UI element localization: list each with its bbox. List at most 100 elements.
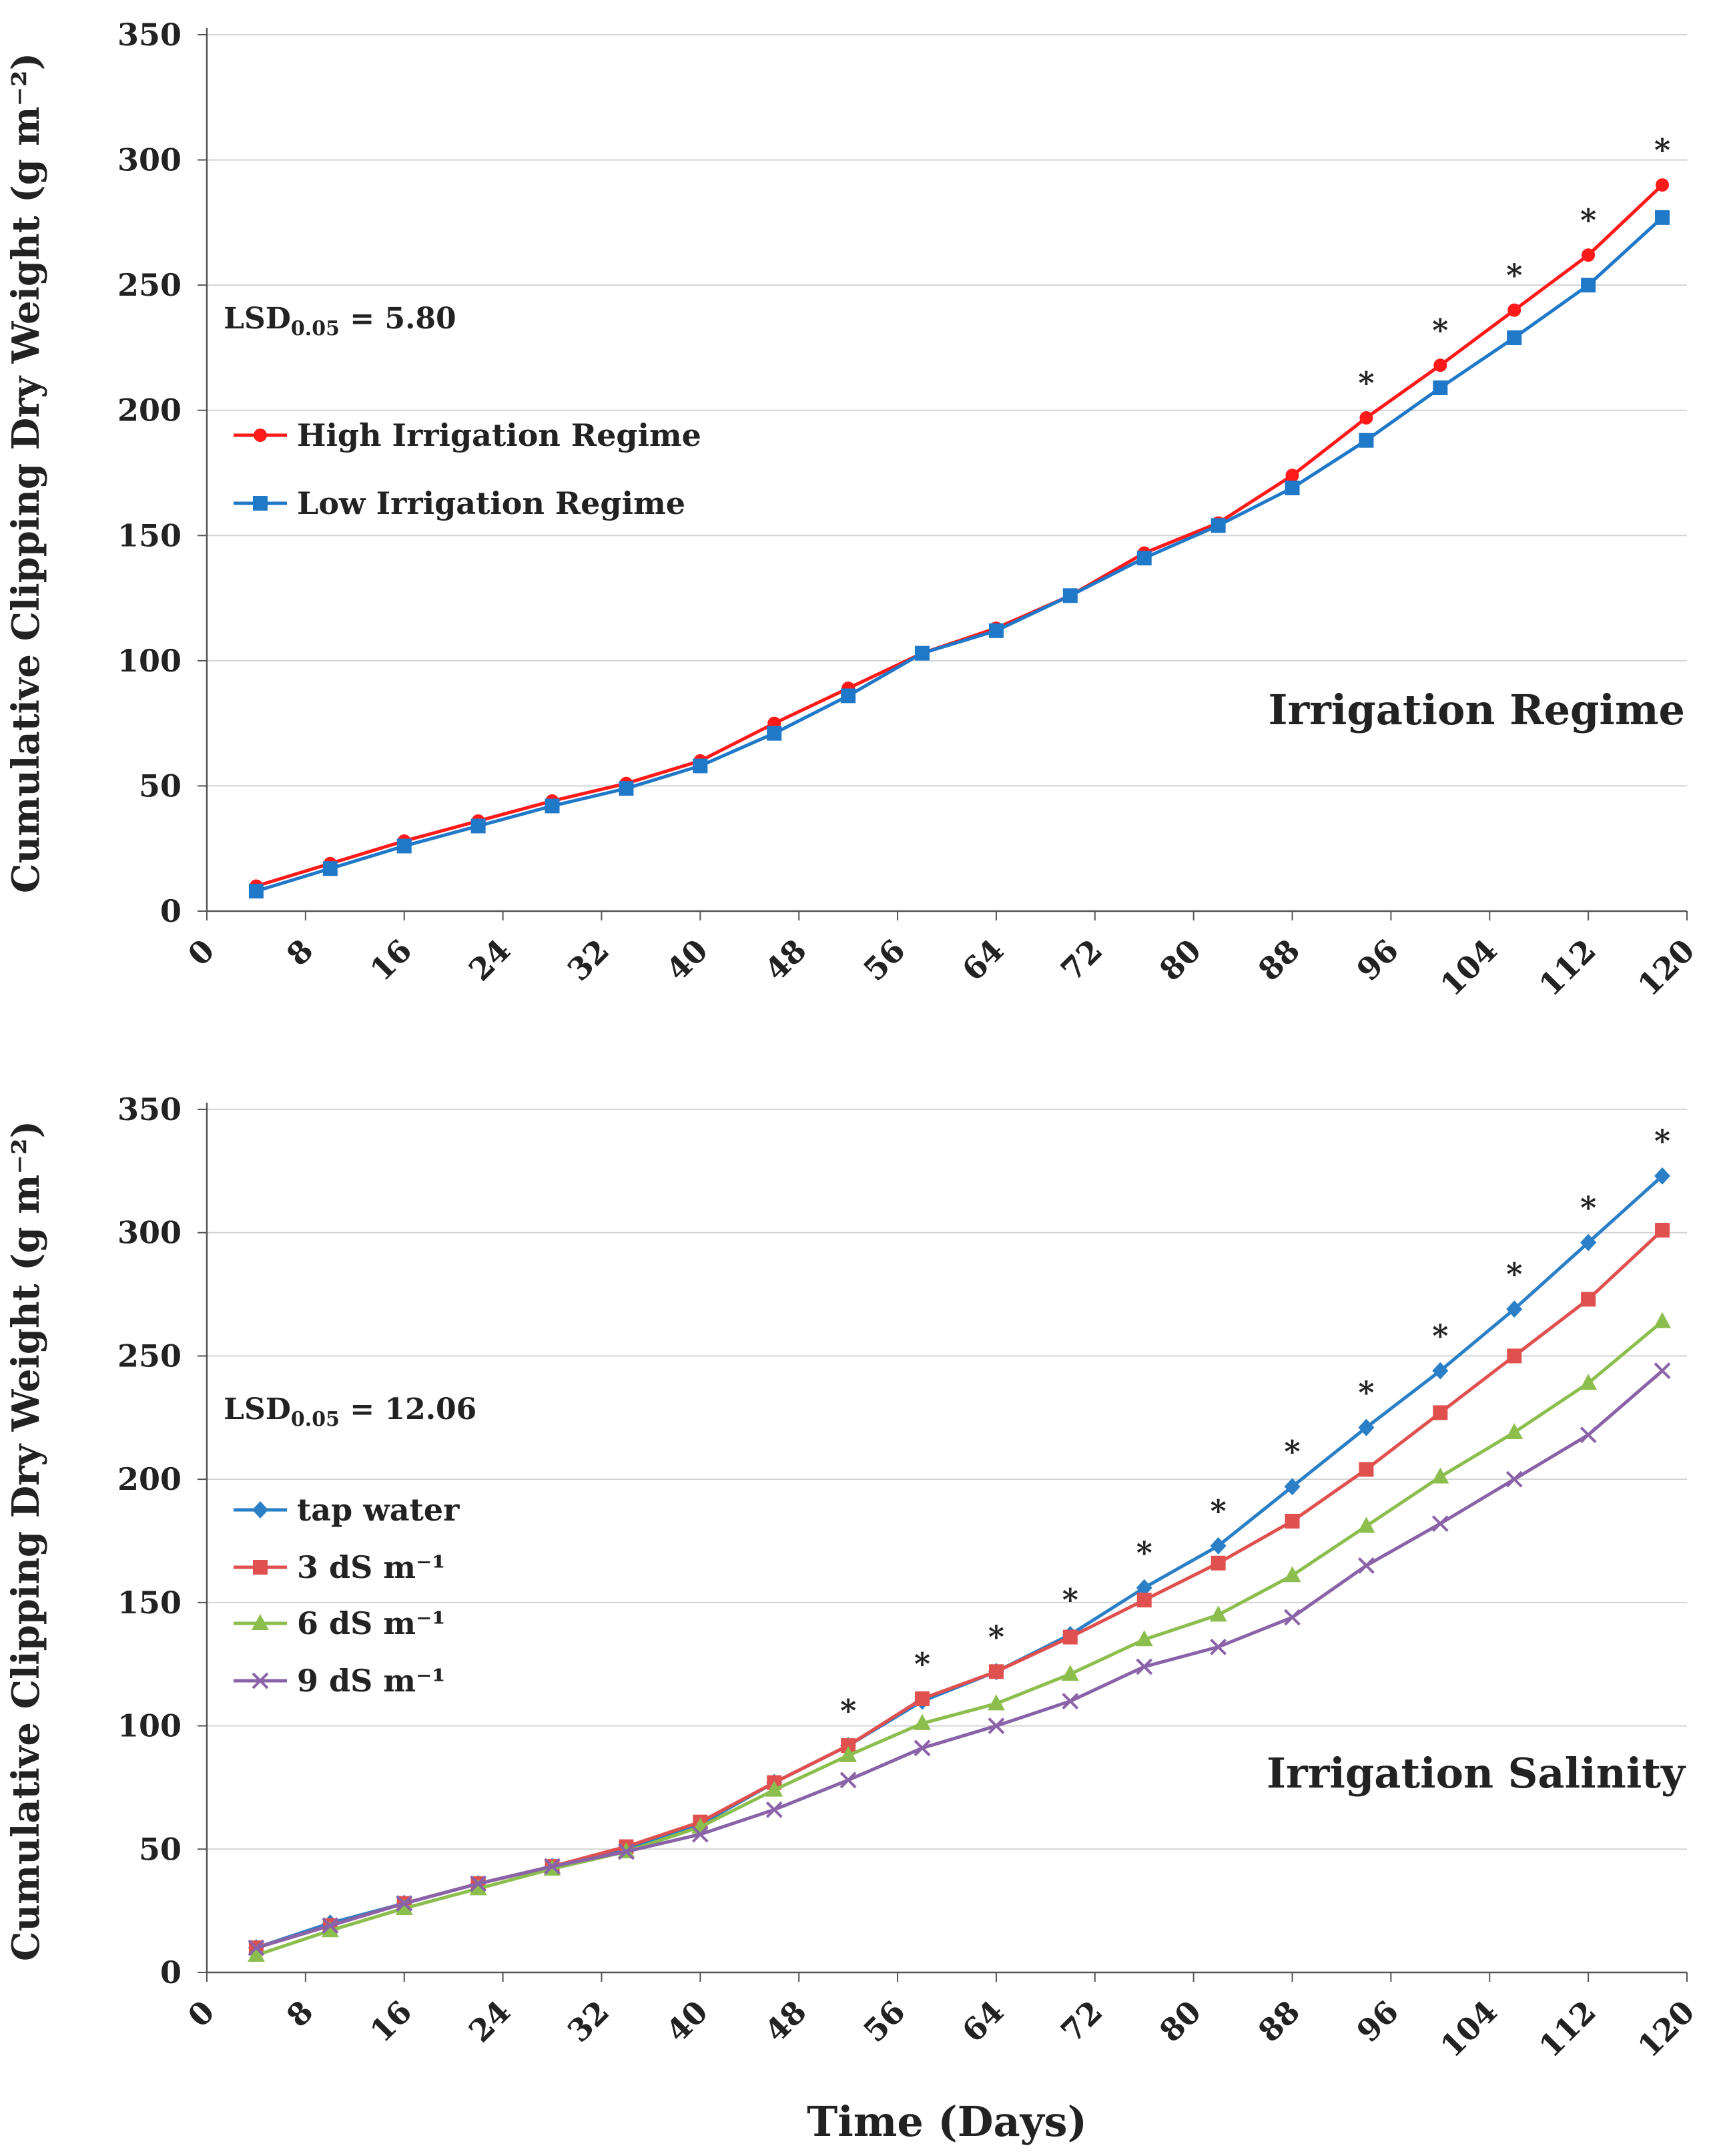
x-tick-label: 96: [1350, 932, 1405, 988]
data-point-series-4: [248, 1939, 265, 1956]
legend-label-2: 3 dS m⁻¹: [297, 1549, 446, 1585]
y-tick-label: 350: [117, 1091, 182, 1127]
y-tick-label: 250: [117, 267, 182, 303]
x-tick-label: 40: [659, 1994, 715, 2049]
significance-marker: *: [1580, 1189, 1596, 1226]
data-point-series-2: [619, 781, 634, 796]
x-tick-label: 56: [856, 932, 912, 988]
data-point-series-2: [693, 758, 708, 774]
y-tick-label: 350: [117, 17, 182, 53]
data-point-series-3: [1431, 1467, 1449, 1484]
significance-marker: *: [988, 1619, 1004, 1655]
data-point-series-2: [396, 838, 412, 854]
data-point-series-4: [1505, 1470, 1523, 1488]
y-tick-label: 250: [117, 1338, 182, 1374]
x-tick-label: 24: [462, 932, 517, 988]
y-tick-label: 100: [117, 643, 182, 679]
data-point-series-4: [1284, 1609, 1301, 1626]
data-point-series-4: [1210, 1638, 1227, 1655]
data-point-series-2: [1433, 380, 1448, 395]
data-point-series-2: [1581, 1292, 1596, 1307]
x-tick-label: 120: [1631, 932, 1702, 1003]
data-point-series-3: [987, 1694, 1005, 1711]
series-line-4: [256, 1369, 1664, 1950]
data-point-series-3: [1283, 1566, 1301, 1583]
data-point-series-1: [1656, 178, 1670, 192]
y-tick-label: 50: [139, 768, 182, 804]
x-tick-label: 40: [659, 932, 715, 988]
x-tick-label: 8: [280, 932, 320, 973]
data-point-series-1: [1136, 1579, 1152, 1597]
data-point-series-2: [1507, 330, 1522, 345]
series-line-1: [256, 1174, 1664, 1950]
y-tick-label: 200: [117, 392, 182, 429]
data-point-series-2: [1359, 433, 1374, 448]
x-tick-label: 72: [1054, 1994, 1109, 2049]
y-tick-label: 150: [117, 1585, 182, 1621]
legend-label-2: Low Irrigation Regime: [297, 485, 685, 521]
data-point-series-2: [1359, 1462, 1374, 1477]
data-point-series-2: [1136, 1593, 1152, 1608]
x-tick-label: 64: [955, 1994, 1010, 2049]
data-point-series-1: [1210, 1537, 1227, 1555]
data-point-series-2: [1136, 551, 1152, 566]
data-point-series-2: [1062, 588, 1078, 603]
data-point-series-2: [915, 1691, 930, 1706]
x-tick-label: 48: [758, 1994, 813, 2049]
y-axis-title: Cumulative Clipping Dry Weight (g m⁻²): [4, 1121, 48, 1961]
data-point-series-3: [1209, 1605, 1227, 1622]
significance-marker: *: [1211, 1493, 1227, 1529]
x-tick-label: 0: [181, 932, 222, 973]
data-point-series-2: [1211, 1555, 1226, 1571]
data-point-series-1: [1506, 1300, 1523, 1318]
significance-marker: *: [1580, 202, 1596, 238]
data-point-series-3: [1654, 1312, 1672, 1328]
data-point-series-2: [1211, 518, 1226, 533]
data-point-series-2: [545, 798, 560, 814]
x-tick-label: 24: [462, 1994, 517, 2049]
data-point-series-4: [839, 1772, 857, 1789]
data-point-series-4: [1136, 1658, 1153, 1675]
data-point-series-3: [1135, 1630, 1153, 1647]
panel-label: Irrigation Salinity: [1267, 1749, 1686, 1798]
x-tick-label: 32: [561, 932, 616, 988]
x-tick-label: 72: [1054, 932, 1109, 988]
data-point-series-3: [395, 1898, 413, 1915]
data-point-series-2: [988, 623, 1004, 638]
data-point-series-3: [1357, 1517, 1375, 1533]
legend-label-1: tap water: [297, 1492, 460, 1528]
data-point-series-4: [618, 1843, 635, 1860]
data-point-series-3: [839, 1745, 858, 1762]
legend-label-3: 6 dS m⁻¹: [297, 1605, 446, 1641]
data-point-series-1: [1582, 248, 1596, 262]
data-point-series-2: [1062, 1629, 1078, 1645]
y-tick-label: 200: [117, 1461, 182, 1497]
series-line-2: [256, 216, 1664, 893]
x-tick-label: 104: [1433, 1994, 1504, 2065]
x-tick-label: 88: [1251, 1994, 1307, 2049]
data-point-series-2: [1285, 1513, 1300, 1529]
significance-marker: *: [1358, 365, 1374, 401]
data-point-series-4: [470, 1875, 487, 1892]
significance-marker: *: [1358, 1375, 1374, 1411]
data-point-series-4: [322, 1917, 339, 1934]
data-point-series-1: [1507, 303, 1521, 317]
legend-marker-1: [252, 1501, 268, 1519]
data-point-series-2: [915, 645, 930, 661]
x-tick-label: 56: [856, 1994, 912, 2049]
data-point-series-3: [321, 1921, 339, 1938]
data-point-series-2: [767, 726, 782, 741]
x-tick-label: 80: [1152, 932, 1208, 988]
data-point-series-3: [1505, 1422, 1523, 1439]
chart-1: 0 50 100 150 200 250 300 350 0 8 16 24 32 40 48 56 64 72 8…: [4, 17, 1702, 1003]
x-tick-label: 32: [561, 1994, 616, 2049]
data-point-series-2: [1507, 1348, 1522, 1364]
data-point-series-3: [247, 1946, 265, 1962]
x-tick-label: 0: [181, 1994, 222, 2035]
data-point-series-2: [841, 688, 856, 704]
data-point-series-4: [691, 1826, 709, 1843]
data-point-series-2: [470, 818, 486, 834]
x-tick-label: 16: [363, 932, 418, 988]
legend-marker-3: [252, 1614, 269, 1630]
data-point-series-2: [1581, 278, 1596, 293]
